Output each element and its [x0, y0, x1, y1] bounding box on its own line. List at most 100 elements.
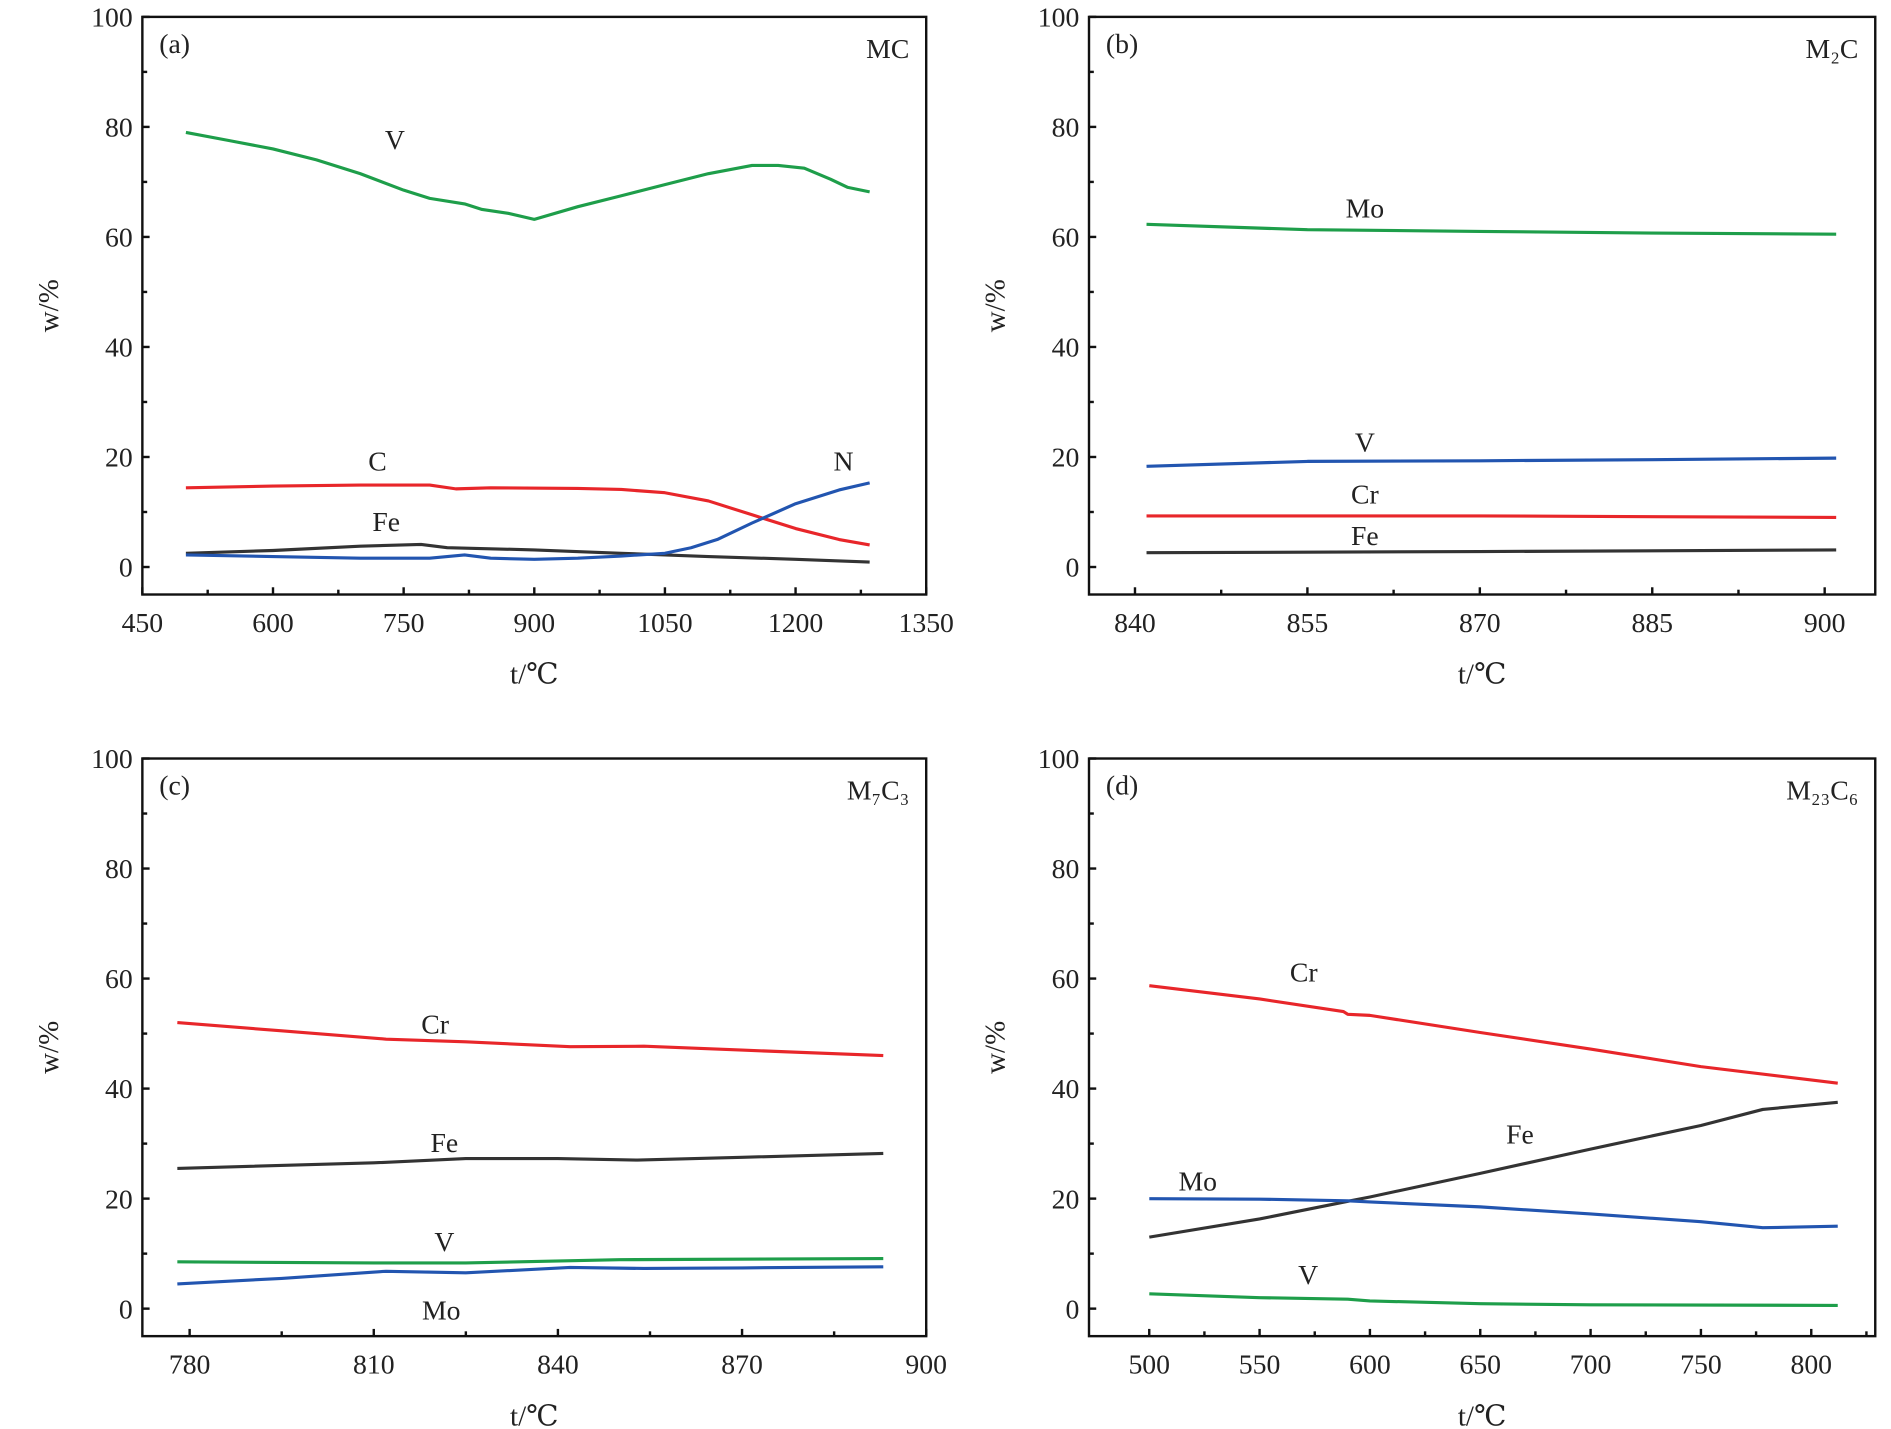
- series-line-V: [185, 130, 870, 221]
- y-tick-label: 40: [1052, 1073, 1080, 1104]
- series-line-Fe: [185, 542, 870, 564]
- x-tick-label: 450: [122, 607, 164, 638]
- y-tick-label: 80: [1052, 112, 1080, 143]
- y-tick-label: 40: [1052, 332, 1080, 363]
- phase-label: MC: [866, 33, 909, 64]
- y-axis-label: w/%: [33, 1021, 65, 1074]
- x-tick-label: 1200: [768, 607, 823, 638]
- y-tick-label: 100: [1038, 743, 1080, 774]
- x-axis-label: t/℃: [1458, 1400, 1506, 1429]
- phase-label: M₂C: [1806, 33, 1859, 64]
- x-tick-label: 870: [1459, 607, 1501, 638]
- series-line-V: [1146, 456, 1837, 468]
- series-line-N: [185, 481, 871, 561]
- plot-frame: [1087, 757, 1877, 1338]
- x-tick-label: 650: [1459, 1349, 1501, 1380]
- y-tick-label: 0: [1065, 552, 1079, 583]
- y-tick-label: 40: [105, 1073, 133, 1104]
- series-label-Mo: Mo: [1346, 193, 1385, 224]
- y-tick-label: 80: [105, 853, 133, 884]
- series-label-N: N: [833, 446, 853, 477]
- y-tick-label: 20: [1052, 442, 1080, 473]
- y-tick-label: 20: [105, 1183, 133, 1214]
- y-tick-label: 80: [105, 112, 133, 143]
- y-tick-label: 0: [119, 1293, 133, 1324]
- plot-frame: [141, 757, 928, 1338]
- series-line-V: [1149, 1292, 1838, 1307]
- series-label-Fe: Fe: [372, 506, 400, 537]
- panel-label: (b): [1106, 28, 1138, 59]
- series-line-C: [185, 483, 870, 547]
- panel-c: Cr Fe V Mo 0 20 40 60 80 100 780 810 840 870 900 (c) M₇C…: [33, 743, 947, 1429]
- y-tick-label: 100: [91, 2, 133, 33]
- series-label-V: V: [385, 124, 405, 155]
- series-line-Mo: [1146, 222, 1837, 236]
- y-tick-label: 20: [1052, 1183, 1080, 1214]
- series-line-V: [177, 1257, 884, 1265]
- x-tick-label: 1350: [898, 607, 953, 638]
- series-line-fe: [1146, 548, 1837, 555]
- phase-label: M₇C₃: [847, 775, 909, 806]
- series-label-Mo: Mo: [422, 1295, 461, 1326]
- y-tick-label: 60: [105, 963, 133, 994]
- panel-a: V C Fe N 0 20 40 60 80 100 450 600 750 900 1050 1200 135…: [33, 2, 954, 691]
- x-tick-label: 550: [1239, 1349, 1281, 1380]
- y-tick-label: 100: [1038, 2, 1080, 33]
- y-tick-label: 100: [91, 743, 133, 774]
- series-label-Cr: Cr: [1290, 956, 1318, 987]
- series-label-Mo: Mo: [1179, 1165, 1218, 1196]
- series-label-V: V: [1298, 1259, 1318, 1290]
- series-label-Cr: Cr: [421, 1009, 449, 1040]
- series-label-V: V: [1355, 426, 1375, 457]
- x-tick-label: 500: [1128, 1349, 1170, 1380]
- panel-b: Mo V Cr Fe 0 20 40 60 80 100 840 855 870 885 900 (b) M₂C…: [980, 2, 1877, 691]
- panel-label: (d): [1106, 770, 1138, 801]
- x-tick-label: 800: [1790, 1349, 1832, 1380]
- y-axis-label: w/%: [33, 279, 65, 332]
- series-line-Cr: [1146, 514, 1837, 520]
- series-line-Mo: [1149, 1197, 1838, 1230]
- plot-frame: [1087, 15, 1877, 596]
- series-line-Mo: [177, 1265, 884, 1286]
- series-label-V: V: [434, 1226, 454, 1257]
- x-axis-label: t/℃: [1458, 659, 1506, 691]
- x-axis-label: t/℃: [510, 1400, 558, 1429]
- x-tick-label: 900: [1804, 607, 1846, 638]
- series-label-Fe: Fe: [1351, 520, 1379, 551]
- phase-label: M₂₃C₆: [1786, 775, 1858, 806]
- series-line-Fe: [1149, 1100, 1838, 1239]
- series-line-Fe: [177, 1151, 884, 1170]
- x-tick-label: 780: [169, 1349, 211, 1380]
- x-tick-label: 855: [1287, 607, 1329, 638]
- x-tick-label: 750: [383, 607, 425, 638]
- plot-frame: [141, 15, 928, 596]
- x-tick-label: 600: [1349, 1349, 1391, 1380]
- y-tick-label: 0: [1065, 1293, 1079, 1324]
- y-tick-label: 40: [105, 332, 133, 363]
- x-tick-label: 900: [513, 607, 555, 638]
- x-tick-label: 750: [1680, 1349, 1722, 1380]
- x-tick-label: 840: [1114, 607, 1156, 638]
- x-tick-label: 870: [721, 1349, 763, 1380]
- x-tick-label: 700: [1570, 1349, 1612, 1380]
- x-tick-label: 1050: [637, 607, 692, 638]
- x-tick-label: 885: [1631, 607, 1673, 638]
- x-tick-label: 840: [537, 1349, 579, 1380]
- y-tick-label: 80: [1052, 853, 1080, 884]
- series-label-C: C: [368, 446, 387, 477]
- y-tick-label: 20: [105, 442, 133, 473]
- x-axis-label: t/℃: [510, 659, 558, 691]
- x-tick-label: 900: [905, 1349, 947, 1380]
- y-tick-label: 60: [1052, 963, 1080, 994]
- series-label-Fe: Fe: [431, 1127, 459, 1158]
- series-label-Cr: Cr: [1351, 479, 1379, 510]
- series-line-Cr: [177, 1021, 884, 1058]
- y-axis-label: w/%: [980, 1021, 1012, 1074]
- series-line-Cr: [1149, 984, 1838, 1085]
- y-tick-label: 0: [119, 552, 133, 583]
- x-tick-label: 600: [252, 607, 294, 638]
- y-tick-label: 60: [105, 222, 133, 253]
- panel-label: (c): [159, 770, 190, 801]
- panel-d: Cr Fe Mo V 0 20 40 60 80 100 500 550 600 650 700 750 800…: [980, 743, 1877, 1429]
